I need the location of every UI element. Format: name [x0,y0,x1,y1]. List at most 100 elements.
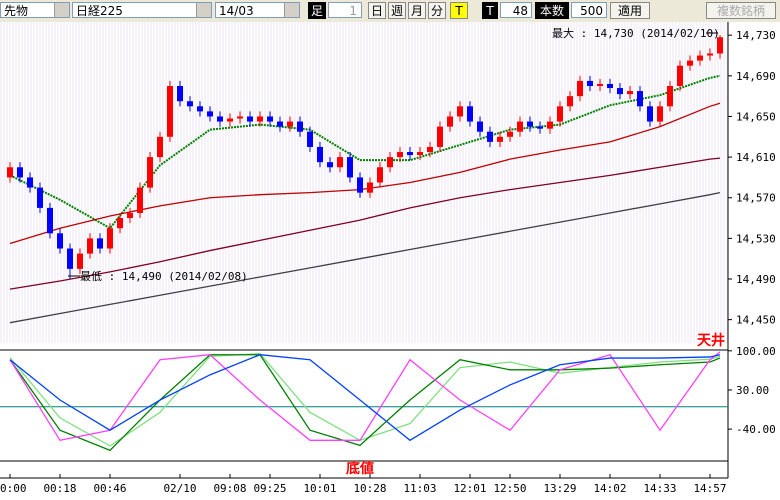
week-button[interactable]: 週 [388,2,406,19]
t-label: T [482,2,498,19]
x-tick-label: 12:50 [493,482,526,495]
oscillator-line [9,351,721,442]
candle-body [707,53,713,56]
candle-body [27,177,33,188]
candle-body [127,212,133,219]
bottom-annotation: 底値 [346,460,374,477]
x-tick-label: 02/10 [163,482,196,495]
y-tick-label: 14,690 [736,70,776,83]
x-tick-label: 00:18 [43,482,76,495]
month-button[interactable]: 月 [408,2,426,19]
x-tick-label: 12:01 [453,482,486,495]
candle-body [607,83,613,89]
candle-body [647,106,653,122]
candle-body [667,85,673,107]
candle-body [107,228,113,249]
candle-body [507,131,513,137]
candle-body [327,162,333,168]
candle-body [287,121,293,127]
y-tick-label: 14,730 [736,29,776,42]
candle-body [297,121,303,132]
y-tick-label: 30.00 [736,384,769,397]
candle-body [77,253,83,269]
y-tick-label: 14,650 [736,110,776,123]
candle-body [437,126,443,147]
candle-body [177,85,183,102]
oscillator-line [9,352,721,447]
chart: 14,450 14,490 14,530 14,570 14,610 14,650 14,6… [0,22,776,495]
contract-select[interactable]: 14/03 [215,2,300,18]
candle-body [687,60,693,66]
max-annotation: 最大 : 14,730 (2014/02/10) [552,26,720,40]
candle-body [17,167,23,178]
count-label: 本数 [535,2,569,19]
candle-body [187,101,193,107]
apply-button[interactable]: 適用 [610,2,650,19]
y-tick-label: 14,490 [736,273,776,286]
candle-body [267,116,273,122]
candle-body [117,218,123,229]
moving-average [9,102,721,245]
candle-body [167,85,173,137]
y-tick-label: 14,530 [736,232,776,245]
candle-body [557,106,563,122]
candle-body [87,238,93,254]
candle-body [577,80,583,97]
candle-body [277,121,283,127]
candle-body [537,126,543,129]
candle-body [417,152,423,156]
candle-body [697,55,703,61]
count-input[interactable]: 500 [571,2,607,18]
candle-body [157,136,163,158]
candle-body [597,83,603,86]
y-tick-label: -40.00 [736,423,776,436]
y-tick-label: 100.00 [736,345,776,358]
candle-body [337,157,343,168]
candle-body [637,91,643,107]
candle-body [317,146,323,163]
candle-body [307,131,313,147]
candle-body [587,80,593,86]
y-tick-label: 14,610 [736,151,776,164]
candle-body [37,187,43,208]
candle-body [47,207,53,234]
candle-body [347,157,353,178]
x-tick-label: 09:08 [213,482,246,495]
candle-body [447,116,453,127]
multi-button[interactable]: 複数銘柄 [706,2,776,19]
x-tick-label: 09:25 [253,482,286,495]
candle-body [487,131,493,142]
x-tick-label: 14:33 [643,482,676,495]
min-annotation: 最低 : 14,490 (2014/02/08) [80,270,248,283]
candle-body [227,118,233,122]
minute-button[interactable]: 分 [428,2,446,19]
candle-body [477,121,483,132]
market-select[interactable]: 先物 [0,2,70,18]
index-select[interactable]: 日経225 [72,2,212,18]
candle-body [457,106,463,117]
toolbar: 先物 日経225 14/03 足 1 日 週 月 分 T T 48 本数 500… [0,0,780,22]
bar-label: 足 [308,2,326,19]
plot-background [0,22,728,343]
candle-body [547,121,553,129]
candle-body [427,146,433,153]
candle-body [7,167,13,178]
bar-input[interactable]: 1 [328,2,362,18]
candle-body [67,248,73,269]
x-tick-label: 14:57 [693,482,726,495]
candle-body [137,187,143,213]
moving-average [9,192,721,324]
t-input[interactable]: 48 [500,2,532,18]
candle-body [57,233,63,249]
candle-body [367,182,373,193]
x-tick-label: 00:00 [0,482,27,495]
candle-body [397,152,403,158]
x-tick-label: 10:01 [303,482,336,495]
day-button[interactable]: 日 [368,2,386,19]
candle-body [657,106,663,122]
candle-body [677,65,683,86]
y-tick-label: 14,570 [736,192,776,205]
tick-button[interactable]: T [450,2,468,19]
candle-body [517,121,523,132]
